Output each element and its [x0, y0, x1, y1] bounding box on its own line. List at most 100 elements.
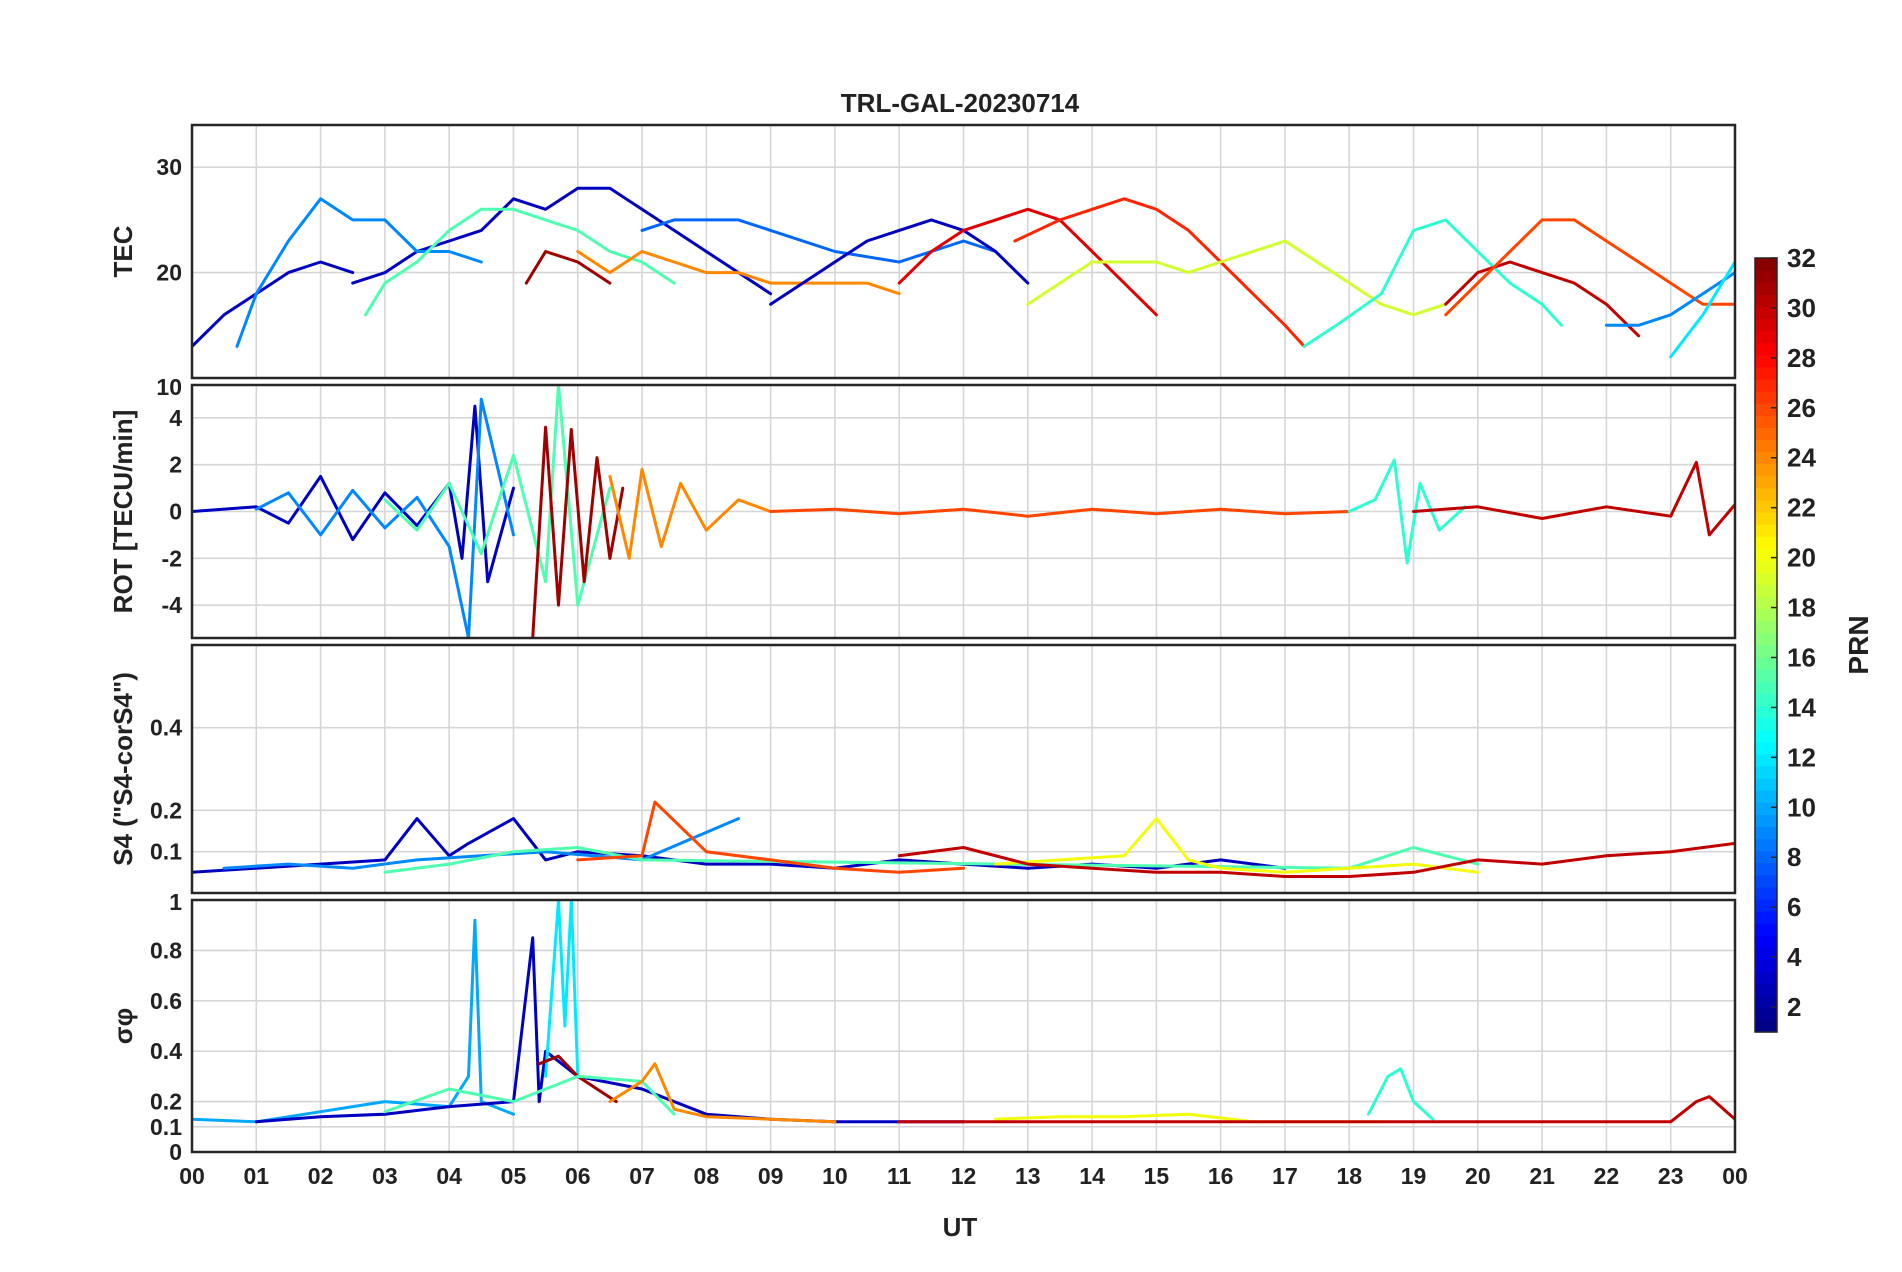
y-tick-label: 0.1: [150, 839, 182, 865]
colorbar-tick-label: 26: [1787, 393, 1816, 423]
series-line-prn-14: [1367, 1067, 1435, 1121]
x-tick-label: 09: [758, 1163, 784, 1189]
colorbar-tick-label: 24: [1787, 443, 1816, 473]
y-tick-label: 0.6: [150, 988, 182, 1014]
colorbar-segment: [1755, 572, 1777, 586]
colorbar-segment: [1755, 790, 1777, 803]
colorbar-tick-label: 4: [1787, 942, 1802, 972]
colorbar-segment: [1755, 778, 1777, 791]
series-line-prn-27: [1013, 197, 1306, 348]
colorbar-segment: [1755, 838, 1777, 852]
series-line-prn-15: [383, 385, 612, 607]
y-axis-label: ROT [TECU/min]: [108, 410, 138, 614]
colorbar-segment: [1755, 294, 1777, 307]
colorbar-segment: [1755, 306, 1777, 320]
colorbar-segment: [1755, 935, 1777, 948]
colorbar-segment: [1755, 705, 1777, 719]
x-tick-label: 16: [1208, 1163, 1234, 1189]
y-tick-label: 0: [169, 1139, 182, 1165]
series-line-prn-19: [1026, 239, 1448, 317]
y-tick-label: 30: [156, 154, 182, 180]
axes-box: [190, 643, 1737, 895]
x-tick-label: 00: [1722, 1163, 1748, 1189]
y-tick-label: 0.2: [150, 1089, 182, 1115]
x-tick-label: 08: [694, 1163, 720, 1189]
colorbar-segment: [1755, 911, 1777, 924]
colorbar-segment: [1755, 391, 1777, 404]
y-tick-label: 0.8: [150, 937, 182, 963]
series-line-prn-15: [364, 207, 676, 317]
colorbar-segment: [1755, 270, 1777, 283]
series-line-prn-3: [351, 186, 773, 296]
x-tick-label: 05: [501, 1163, 527, 1189]
series-line-prn-24: [608, 467, 773, 560]
x-tick-label: 13: [1015, 1163, 1041, 1189]
colorbar-label: PRN: [1843, 615, 1874, 674]
colorbar-segment: [1755, 729, 1777, 743]
colorbar-segment: [1755, 971, 1777, 985]
colorbar-segment: [1755, 415, 1777, 428]
y-tick-label: 0.2: [150, 797, 182, 823]
colorbar-tick-label: 8: [1787, 842, 1801, 872]
colorbar-segment: [1755, 511, 1777, 525]
colorbar-segment: [1755, 874, 1777, 888]
x-tick-label: 10: [822, 1163, 848, 1189]
series-line-prn-9: [222, 817, 740, 870]
x-tick-label: 23: [1658, 1163, 1684, 1189]
series-line-prn-30: [897, 1095, 1735, 1124]
colorbar-segment: [1755, 318, 1777, 332]
panel-tec: 20 30 TEC: [108, 123, 1737, 380]
colorbar-tick-label: 30: [1787, 293, 1816, 323]
series-line-prn-9: [1604, 271, 1735, 327]
series-group: [192, 900, 1735, 1124]
y-tick-label: 2: [169, 452, 182, 478]
colorbar-segment: [1755, 717, 1777, 731]
colorbar-tick-label: 2: [1787, 992, 1801, 1022]
colorbar-segment: [1755, 330, 1777, 344]
colorbar-segment: [1755, 995, 1777, 1009]
colorbar-segment: [1755, 826, 1777, 840]
colorbar-segment: [1755, 850, 1777, 864]
series-line-prn-14: [1302, 218, 1563, 348]
colorbar-tick-label: 10: [1787, 792, 1816, 822]
colorbar-segment: [1755, 584, 1777, 598]
colorbar-segment: [1755, 669, 1777, 682]
series-line-prn-24: [608, 1062, 837, 1124]
series-group: [192, 186, 1735, 359]
axes-box: [190, 123, 1737, 380]
series-line-prn-12: [544, 900, 580, 1078]
series-line-prn-12: [1669, 260, 1735, 359]
colorbar-segment: [1755, 608, 1777, 622]
y-axis-label: TEC: [108, 225, 138, 277]
colorbar-segment: [1755, 463, 1777, 477]
colorbar-segment: [1755, 765, 1777, 779]
series-line-prn-24: [576, 250, 901, 296]
y-axis-label: σφ: [108, 1008, 138, 1044]
y-axis-label: S4 ("S4-corS4"): [108, 672, 138, 866]
x-tick-label: 14: [1079, 1163, 1105, 1189]
panel-sigma-phi: 00.10.2 0.4 0.6 0.8 1 σφ 00 01 02 03 04 05 06 07 08 09 1…: [108, 889, 1748, 1189]
colorbar-segment: [1755, 620, 1777, 634]
colorbar-segment: [1755, 741, 1777, 755]
series-group: [192, 800, 1735, 878]
colorbar-tick-label: 20: [1787, 543, 1816, 573]
x-tick-label: 07: [629, 1163, 655, 1189]
series-line-prn-29: [897, 207, 1158, 317]
x-tick-label: 15: [1144, 1163, 1170, 1189]
colorbar-segment: [1755, 681, 1777, 694]
axes-box: [190, 898, 1737, 1154]
colorbar-segment: [1755, 1019, 1777, 1033]
y-tick-label: -4: [162, 592, 183, 618]
series-line-prn-3: [769, 218, 1030, 306]
y-tick-label: 0: [169, 499, 182, 525]
series-line-prn-15: [383, 846, 1480, 874]
y-tick-label: 0.1: [150, 1114, 182, 1140]
panel-rot: -4 -2 0 2 4 10 ROT [TECU/min]: [108, 374, 1737, 640]
colorbar-segment: [1755, 487, 1777, 501]
series-line-prn-26: [1444, 218, 1735, 317]
x-tick-label: 19: [1401, 1163, 1427, 1189]
colorbar-tick-label: 18: [1787, 593, 1816, 623]
colorbar-frame: [1754, 257, 1778, 1033]
colorbar-segment: [1755, 959, 1777, 973]
